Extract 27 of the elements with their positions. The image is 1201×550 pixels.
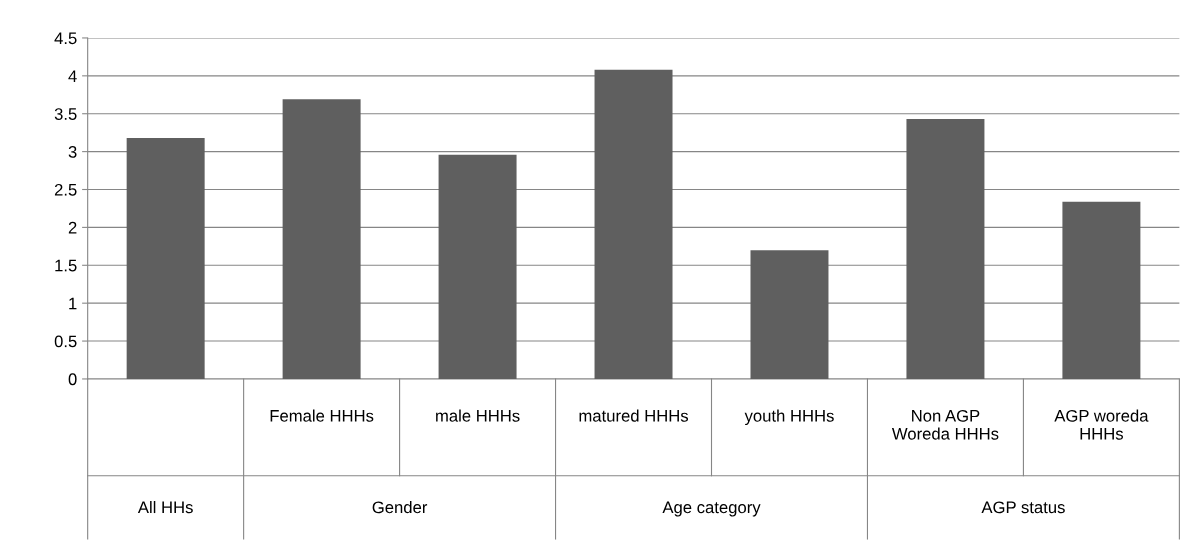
text: Gender xyxy=(372,500,428,514)
y-tick-label: 3.5 xyxy=(54,108,77,120)
x-tick-label: matured HHHs xyxy=(579,409,689,422)
y-tick-label: 0 xyxy=(68,373,77,386)
text: Age category xyxy=(662,501,761,517)
bar xyxy=(594,69,673,379)
y-tick-label: 2 xyxy=(68,221,77,234)
x-tick-label: Female HHHs xyxy=(270,409,374,422)
y-tick-label: 1.5 xyxy=(55,259,77,272)
y-tick-label: 0.5 xyxy=(54,335,77,348)
y-tick-label: 2.5 xyxy=(54,183,77,196)
x-tick-label: AGP woreda HHHs xyxy=(1054,409,1149,440)
bar xyxy=(1062,201,1141,379)
x-tick-label: male HHHs xyxy=(436,409,520,422)
bar xyxy=(750,250,829,379)
bar xyxy=(438,154,517,379)
y-tick-label: 4 xyxy=(68,70,77,82)
x-tick-label: youth HHHs xyxy=(744,409,834,426)
y-tick-label: 4.5 xyxy=(54,32,77,45)
y-tick-label: 1 xyxy=(69,297,77,310)
text: All HHs xyxy=(137,500,193,514)
bar xyxy=(906,119,985,379)
bar xyxy=(282,99,361,379)
y-tick-label: 3 xyxy=(68,146,77,158)
bar xyxy=(126,137,205,379)
x-tick-label: Non AGP Woreda HHHs xyxy=(891,409,999,440)
text: AGP status xyxy=(981,501,1065,514)
